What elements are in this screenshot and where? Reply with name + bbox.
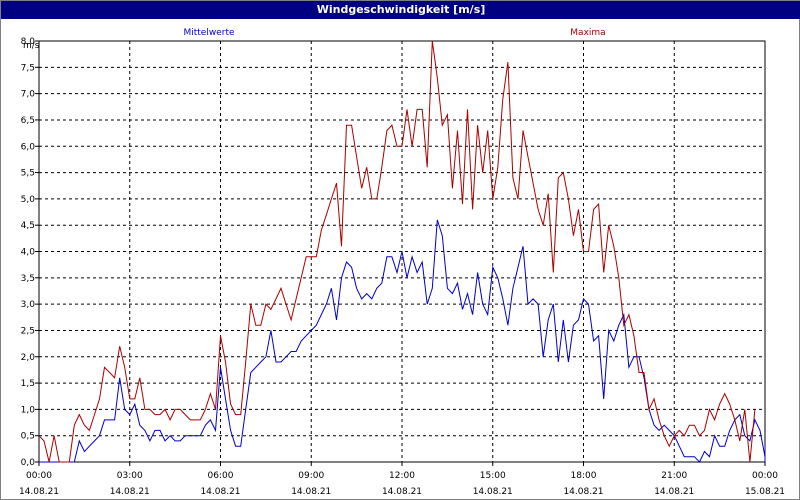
y-tick-label: 6,0 [21,142,36,152]
x-tick-time-label: 21:00 [661,471,687,481]
series-line-maxima [38,40,756,463]
x-tick-date-label: 14.08.21 [19,487,59,497]
y-tick-label: 0,5 [21,432,35,442]
y-tick-label: 2,0 [21,353,36,363]
x-tick-date-label: 14.08.21 [291,487,331,497]
y-tick-label: 0,0 [21,458,36,468]
x-tick-time-label: 09:00 [298,471,324,481]
y-tick-label: 3,0 [21,300,36,310]
y-tick-label: 7,0 [21,90,36,100]
x-tick-time-label: 15:00 [480,471,506,481]
x-tick-date-label: 14.08.21 [382,487,422,497]
series-line-mittelwerte [39,219,766,463]
x-tick-time-label: 18:00 [571,471,597,481]
x-tick-date-label: 14.08.21 [110,487,150,497]
y-tick-label: 4,5 [21,221,35,231]
y-tick-label: 2,5 [21,326,35,336]
x-tick-time-label: 00:00 [752,471,778,481]
x-axis: 00:00 14.08.21 03:00 14.08.21 06:00 14.08.21 0… [19,462,785,497]
chart-title: Windgeschwindigkeit [m/s] [1,1,800,19]
x-tick-time-label: 00:00 [26,471,52,481]
y-tick-label: 4,0 [21,248,36,258]
y-tick-label: 1,0 [21,405,36,415]
legend-maxima: Maxima [570,28,605,38]
legend-mittelwerte: Mittelwerte [183,28,234,38]
y-tick-label: 8,0 [21,37,36,47]
x-tick-time-label: 12:00 [389,471,415,481]
x-tick-time-label: 03:00 [117,471,143,481]
y-tick-label: 7,5 [21,63,35,73]
y-tick-label: 5,5 [21,169,35,179]
x-tick-date-label: 14.08.21 [654,487,694,497]
x-tick-date-label: 15.08.21 [745,487,785,497]
y-axis: 0,0 0,5 1,0 1,5 2,0 2,5 3,0 3,5 4,0 4,5 5,0 5,5 6,0 6… [21,37,39,468]
y-tick-label: 1,5 [21,379,35,389]
x-tick-date-label: 14.08.21 [200,487,240,497]
y-tick-label: 5,0 [21,195,36,205]
y-tick-label: 6,5 [21,116,35,126]
x-tick-time-label: 06:00 [208,471,234,481]
y-axis-label: m/s [23,41,40,51]
y-tick-label: 3,5 [21,274,35,284]
series-lines [38,40,766,463]
x-tick-date-label: 14.08.21 [473,487,513,497]
x-tick-date-label: 14.08.21 [563,487,603,497]
